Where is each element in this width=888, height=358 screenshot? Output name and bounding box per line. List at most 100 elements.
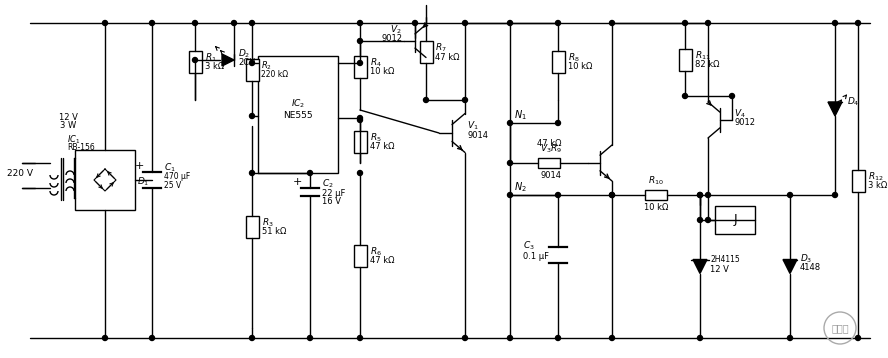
Text: 16 V: 16 V bbox=[322, 197, 341, 206]
Bar bbox=[645, 190, 667, 200]
Text: $R_1$: $R_1$ bbox=[205, 51, 217, 64]
Circle shape bbox=[463, 335, 467, 340]
Text: $R_3$: $R_3$ bbox=[262, 217, 274, 229]
Text: +: + bbox=[292, 177, 302, 187]
Text: 220 kΩ: 220 kΩ bbox=[261, 70, 288, 79]
Text: 10 kΩ: 10 kΩ bbox=[568, 62, 592, 71]
Circle shape bbox=[705, 218, 710, 223]
Bar bbox=[538, 158, 560, 168]
Polygon shape bbox=[828, 102, 842, 116]
Text: 9014: 9014 bbox=[467, 131, 488, 140]
Bar bbox=[678, 48, 692, 71]
Circle shape bbox=[697, 218, 702, 223]
Circle shape bbox=[556, 121, 560, 126]
Text: 3 kΩ: 3 kΩ bbox=[868, 181, 887, 190]
Text: 470 μF: 470 μF bbox=[164, 172, 190, 181]
Text: 12 V: 12 V bbox=[59, 113, 77, 122]
Text: $C_3$: $C_3$ bbox=[523, 240, 535, 252]
Polygon shape bbox=[783, 260, 797, 274]
Text: $R_{10}$: $R_{10}$ bbox=[648, 174, 664, 187]
Text: $R_7$: $R_7$ bbox=[435, 42, 447, 54]
Text: $R_2$: $R_2$ bbox=[261, 59, 272, 72]
Bar bbox=[852, 169, 865, 192]
Text: $R_{12}$: $R_{12}$ bbox=[868, 170, 884, 183]
Circle shape bbox=[358, 170, 362, 175]
Text: $N_2$: $N_2$ bbox=[514, 180, 527, 194]
Circle shape bbox=[609, 20, 614, 25]
Text: 47 kΩ: 47 kΩ bbox=[536, 139, 561, 148]
Circle shape bbox=[730, 93, 734, 98]
Bar bbox=[419, 41, 432, 63]
Text: $R_{11}$: $R_{11}$ bbox=[695, 49, 710, 62]
Circle shape bbox=[697, 193, 702, 198]
Circle shape bbox=[193, 20, 197, 25]
Text: $D_2$: $D_2$ bbox=[238, 47, 250, 59]
Text: $D_1$: $D_1$ bbox=[137, 176, 149, 189]
Text: $R_8$: $R_8$ bbox=[568, 51, 580, 64]
Text: 51 kΩ: 51 kΩ bbox=[262, 227, 286, 237]
Circle shape bbox=[149, 20, 155, 25]
Circle shape bbox=[149, 335, 155, 340]
Circle shape bbox=[232, 20, 236, 25]
Circle shape bbox=[413, 20, 417, 25]
Text: 82 kΩ: 82 kΩ bbox=[695, 60, 719, 69]
Circle shape bbox=[855, 20, 860, 25]
Polygon shape bbox=[222, 54, 234, 66]
Circle shape bbox=[102, 335, 107, 340]
Circle shape bbox=[609, 193, 614, 198]
Circle shape bbox=[683, 93, 687, 98]
Text: 9014: 9014 bbox=[541, 171, 561, 180]
Text: $D_4$: $D_4$ bbox=[847, 95, 860, 107]
Circle shape bbox=[697, 335, 702, 340]
Circle shape bbox=[508, 160, 512, 165]
Text: $IC_1$: $IC_1$ bbox=[67, 134, 81, 146]
Circle shape bbox=[609, 193, 614, 198]
Circle shape bbox=[358, 116, 362, 121]
Text: RB-156: RB-156 bbox=[67, 143, 95, 152]
Text: 9012: 9012 bbox=[734, 118, 755, 127]
Circle shape bbox=[307, 335, 313, 340]
Circle shape bbox=[250, 170, 255, 175]
Circle shape bbox=[508, 20, 512, 25]
Text: $C_2$: $C_2$ bbox=[322, 178, 334, 190]
Bar bbox=[715, 206, 755, 234]
Text: 10 kΩ: 10 kΩ bbox=[644, 203, 668, 212]
Circle shape bbox=[307, 170, 313, 175]
Circle shape bbox=[358, 117, 362, 122]
Circle shape bbox=[250, 335, 255, 340]
Circle shape bbox=[424, 97, 429, 102]
Text: 4148: 4148 bbox=[800, 263, 821, 272]
Text: 2H4115: 2H4115 bbox=[710, 255, 740, 263]
Circle shape bbox=[358, 20, 362, 25]
Circle shape bbox=[250, 61, 255, 66]
Text: 25 V: 25 V bbox=[164, 181, 181, 190]
Text: 3 W: 3 W bbox=[59, 121, 76, 130]
Bar bbox=[245, 58, 258, 81]
Bar bbox=[75, 150, 135, 210]
Text: $IC_2$: $IC_2$ bbox=[291, 97, 305, 110]
Circle shape bbox=[855, 335, 860, 340]
Circle shape bbox=[556, 335, 560, 340]
Text: 9012: 9012 bbox=[381, 34, 402, 43]
Text: 3 kΩ: 3 kΩ bbox=[205, 62, 225, 71]
Circle shape bbox=[832, 20, 837, 25]
Text: $V_2$: $V_2$ bbox=[391, 24, 402, 37]
Circle shape bbox=[683, 20, 687, 25]
Bar bbox=[353, 131, 367, 153]
Text: $D_3$: $D_3$ bbox=[800, 252, 813, 265]
Text: $V_3R_9$: $V_3R_9$ bbox=[540, 142, 562, 155]
Circle shape bbox=[102, 20, 107, 25]
Text: $N_1$: $N_1$ bbox=[514, 108, 527, 122]
Circle shape bbox=[508, 121, 512, 126]
Circle shape bbox=[705, 193, 710, 198]
Bar bbox=[245, 216, 258, 238]
Circle shape bbox=[556, 193, 560, 198]
Bar bbox=[551, 50, 565, 73]
Circle shape bbox=[508, 193, 512, 198]
Bar bbox=[258, 56, 338, 173]
Text: $C_1$: $C_1$ bbox=[164, 161, 176, 174]
Circle shape bbox=[697, 193, 702, 198]
Text: 47 kΩ: 47 kΩ bbox=[370, 142, 394, 151]
Text: 47 kΩ: 47 kΩ bbox=[435, 53, 459, 62]
Bar bbox=[353, 245, 367, 266]
